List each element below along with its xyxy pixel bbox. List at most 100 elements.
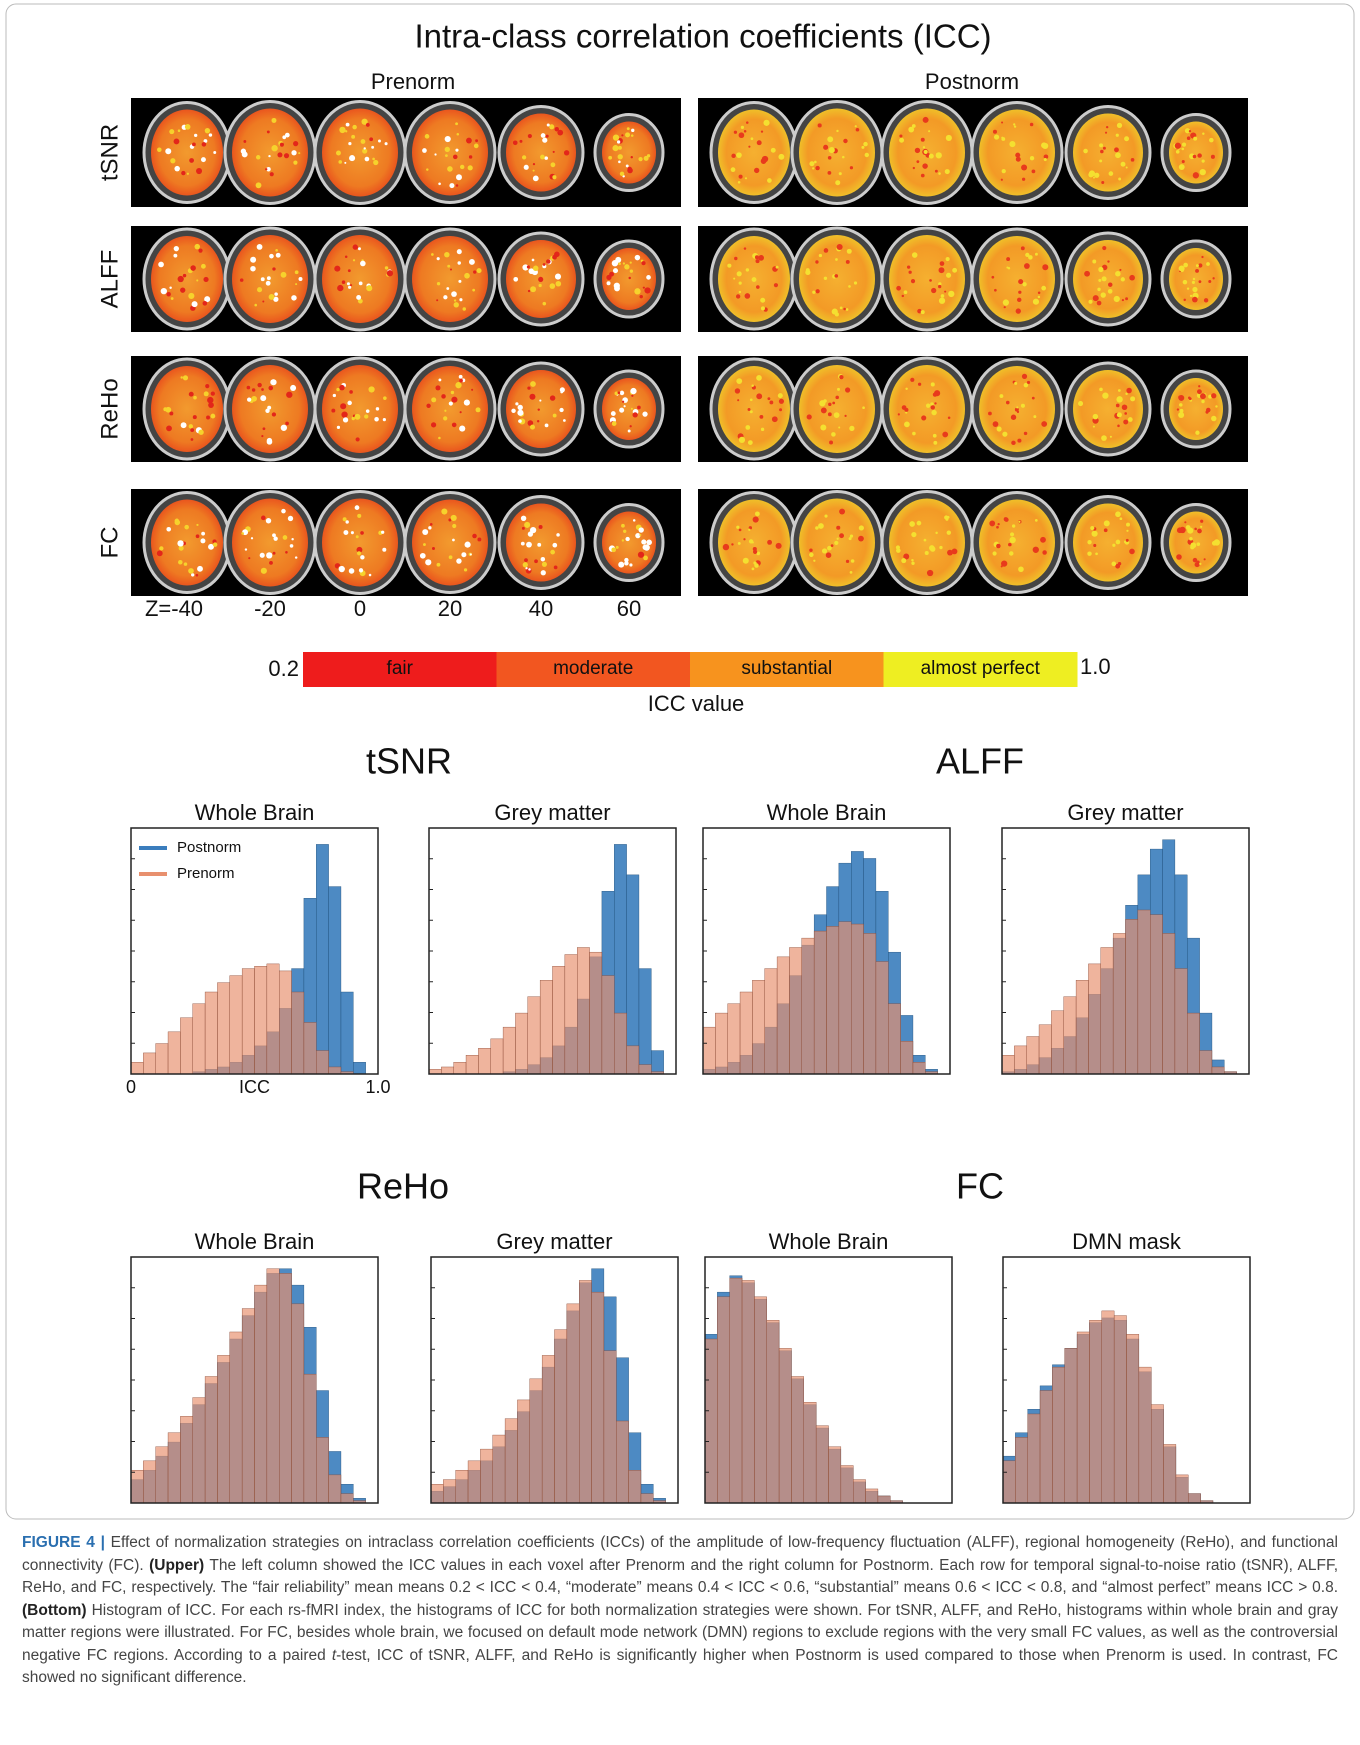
brain-speck [446,287,449,290]
brain-speck [1024,432,1027,435]
histogram-bar [267,964,279,1074]
histogram-bar [829,1447,841,1503]
brain-speck [947,530,951,534]
brain-speck [1021,164,1027,170]
brain-speck [272,533,276,537]
brain-speck [378,140,381,143]
brain-speck [631,134,634,137]
brain-speck [776,543,782,549]
brain-speck [1120,517,1123,520]
brain-speck [911,559,913,561]
brain-speck [633,412,638,417]
brain-speck [270,172,274,176]
brain-speck [756,285,760,289]
brain-speck [251,396,257,402]
brain-speck [1102,246,1106,250]
brain-speck [847,249,852,254]
brain-speck [828,156,832,160]
brain-speck [1000,394,1004,398]
brain-speck [809,553,814,558]
brain-speck [455,149,458,152]
brain-speck [644,287,650,293]
brain-map [506,370,576,448]
brain-speck [425,559,431,565]
brain-speck [1078,401,1083,406]
histogram-bar [530,1379,542,1503]
group-title: ReHo [357,1166,449,1207]
brain-speck [1193,155,1197,159]
brain-speck [627,167,631,171]
brain-speck [194,134,197,137]
brain-speck [934,402,936,404]
brain-speck [1197,542,1201,546]
brain-speck [835,258,838,261]
brain-speck [1092,531,1098,537]
brain-speck [188,293,194,299]
brain-speck [942,432,948,438]
brain-speck [159,546,163,550]
histogram-bar [1027,1037,1039,1074]
brain-speck [1211,416,1216,421]
histogram-bar [1138,910,1150,1074]
brain-speck [458,261,461,264]
brain-speck [862,406,865,409]
brain-speck [752,277,757,282]
histogram-bar [205,1376,217,1503]
brain-speck [207,397,213,403]
brain-speck [349,390,353,394]
brain-speck [175,519,179,523]
brain-speck [204,391,209,396]
brain-speck [901,558,906,563]
brain-speck [1204,558,1206,560]
brain-speck [530,286,536,292]
brain-speck [291,295,297,301]
brain-speck [341,411,347,417]
caption-text: The left column showed the ICC values in… [22,1557,1338,1597]
brain-speck [381,531,384,534]
brain-speck [470,553,472,555]
brain-speck [455,122,458,125]
colorbar-level: almost perfect [921,658,1041,679]
brain-speck [815,260,818,263]
brain-speck [734,257,737,260]
brain-speck [524,165,529,170]
brain-speck [902,295,904,297]
brain-map [322,109,398,197]
brain-speck [757,140,762,145]
brain-speck [1024,263,1030,269]
brain-speck [1038,291,1041,294]
brain-speck [946,257,950,261]
brain-speck [771,148,776,153]
histogram-bar [839,922,851,1074]
histogram-bar [730,1278,742,1503]
brain-speck [213,542,217,546]
brain-speck [839,375,843,379]
histogram-bar [1065,1348,1077,1503]
brain-speck [545,423,549,427]
histogram-bar [592,1292,604,1503]
histogram-bar [478,1048,490,1074]
brain-speck [283,535,288,540]
brain-speck [450,268,452,270]
brain-speck [631,156,633,158]
brain-speck [269,254,274,259]
brain-speck [196,524,198,526]
brain-speck [560,387,565,392]
brain-map [718,366,790,452]
brain-speck [988,412,992,416]
brain-speck [269,561,273,565]
histogram-bar [304,1374,316,1503]
histogram-bar [579,1280,591,1503]
brain-speck [835,180,840,185]
histogram-bar [1028,1414,1040,1503]
brain-speck [203,301,208,306]
brain-speck [521,542,525,546]
brain-speck [1038,296,1040,298]
brain-speck [1125,393,1127,395]
brain-speck [1177,408,1179,410]
histogram-bar [1064,997,1076,1074]
histogram-bar [827,926,839,1074]
brain-speck [356,295,361,300]
brain-speck [608,156,612,160]
brain-map [718,500,790,586]
